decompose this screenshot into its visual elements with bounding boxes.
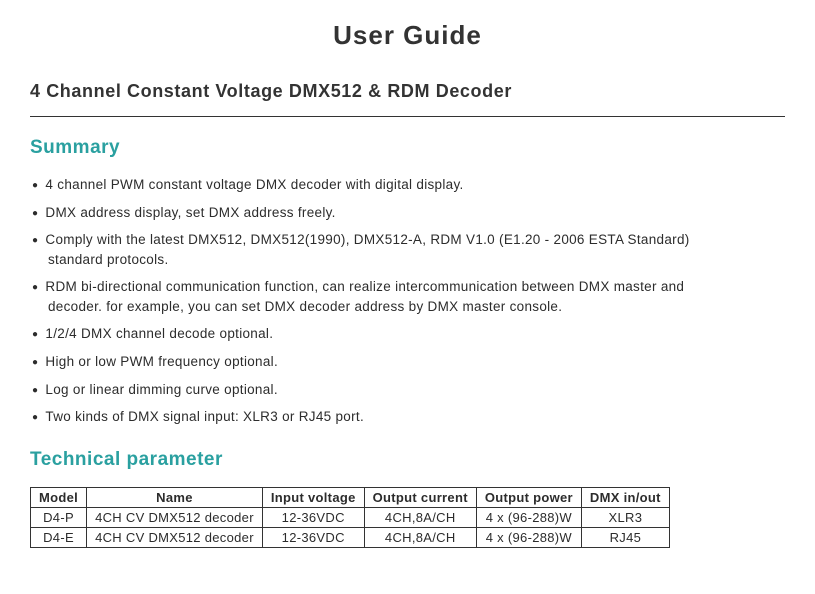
list-item-text: RDM bi-directional communication functio… [45,279,684,294]
list-item-text: DMX address display, set DMX address fre… [45,205,335,220]
table-row: D4-P 4CH CV DMX512 decoder 12-36VDC 4CH,… [31,507,670,527]
cell: XLR3 [581,507,669,527]
cell: 12-36VDC [262,507,364,527]
col-dmx-inout: DMX in/out [581,487,669,507]
list-item: 1/2/4 DMX channel decode optional. [30,324,785,344]
list-item: Two kinds of DMX signal input: XLR3 or R… [30,407,785,427]
summary-heading: Summary [30,137,785,159]
divider [30,116,785,117]
cell: 12-36VDC [262,527,364,547]
list-item-sub: decoder. for example, you can set DMX de… [32,297,785,317]
col-output-power: Output power [476,487,581,507]
cell: 4CH,8A/CH [364,507,476,527]
list-item: Log or linear dimming curve optional. [30,380,785,400]
technical-heading: Technical parameter [30,449,785,471]
col-input-voltage: Input voltage [262,487,364,507]
cell: D4-E [31,527,87,547]
table-row: D4-E 4CH CV DMX512 decoder 12-36VDC 4CH,… [31,527,670,547]
list-item: 4 channel PWM constant voltage DMX decod… [30,175,785,195]
list-item-text: Comply with the latest DMX512, DMX512(19… [45,232,689,247]
col-model: Model [31,487,87,507]
list-item-text: 4 channel PWM constant voltage DMX decod… [45,177,463,192]
list-item-text: Two kinds of DMX signal input: XLR3 or R… [45,409,364,424]
list-item: RDM bi-directional communication functio… [30,277,785,316]
page-title: User Guide [30,20,785,51]
cell: 4CH CV DMX512 decoder [87,527,263,547]
cell: RJ45 [581,527,669,547]
summary-list: 4 channel PWM constant voltage DMX decod… [30,175,785,427]
col-output-current: Output current [364,487,476,507]
technical-table: Model Name Input voltage Output current … [30,487,670,548]
cell: 4 x (96-288)W [476,527,581,547]
cell: D4-P [31,507,87,527]
cell: 4 x (96-288)W [476,507,581,527]
table-header-row: Model Name Input voltage Output current … [31,487,670,507]
cell: 4CH CV DMX512 decoder [87,507,263,527]
col-name: Name [87,487,263,507]
list-item: DMX address display, set DMX address fre… [30,203,785,223]
list-item-text: Log or linear dimming curve optional. [45,382,277,397]
list-item-text: 1/2/4 DMX channel decode optional. [45,326,273,341]
list-item-text: High or low PWM frequency optional. [45,354,278,369]
product-subtitle: 4 Channel Constant Voltage DMX512 & RDM … [30,81,785,102]
list-item: Comply with the latest DMX512, DMX512(19… [30,230,785,269]
list-item: High or low PWM frequency optional. [30,352,785,372]
cell: 4CH,8A/CH [364,527,476,547]
list-item-sub: standard protocols. [32,250,785,270]
